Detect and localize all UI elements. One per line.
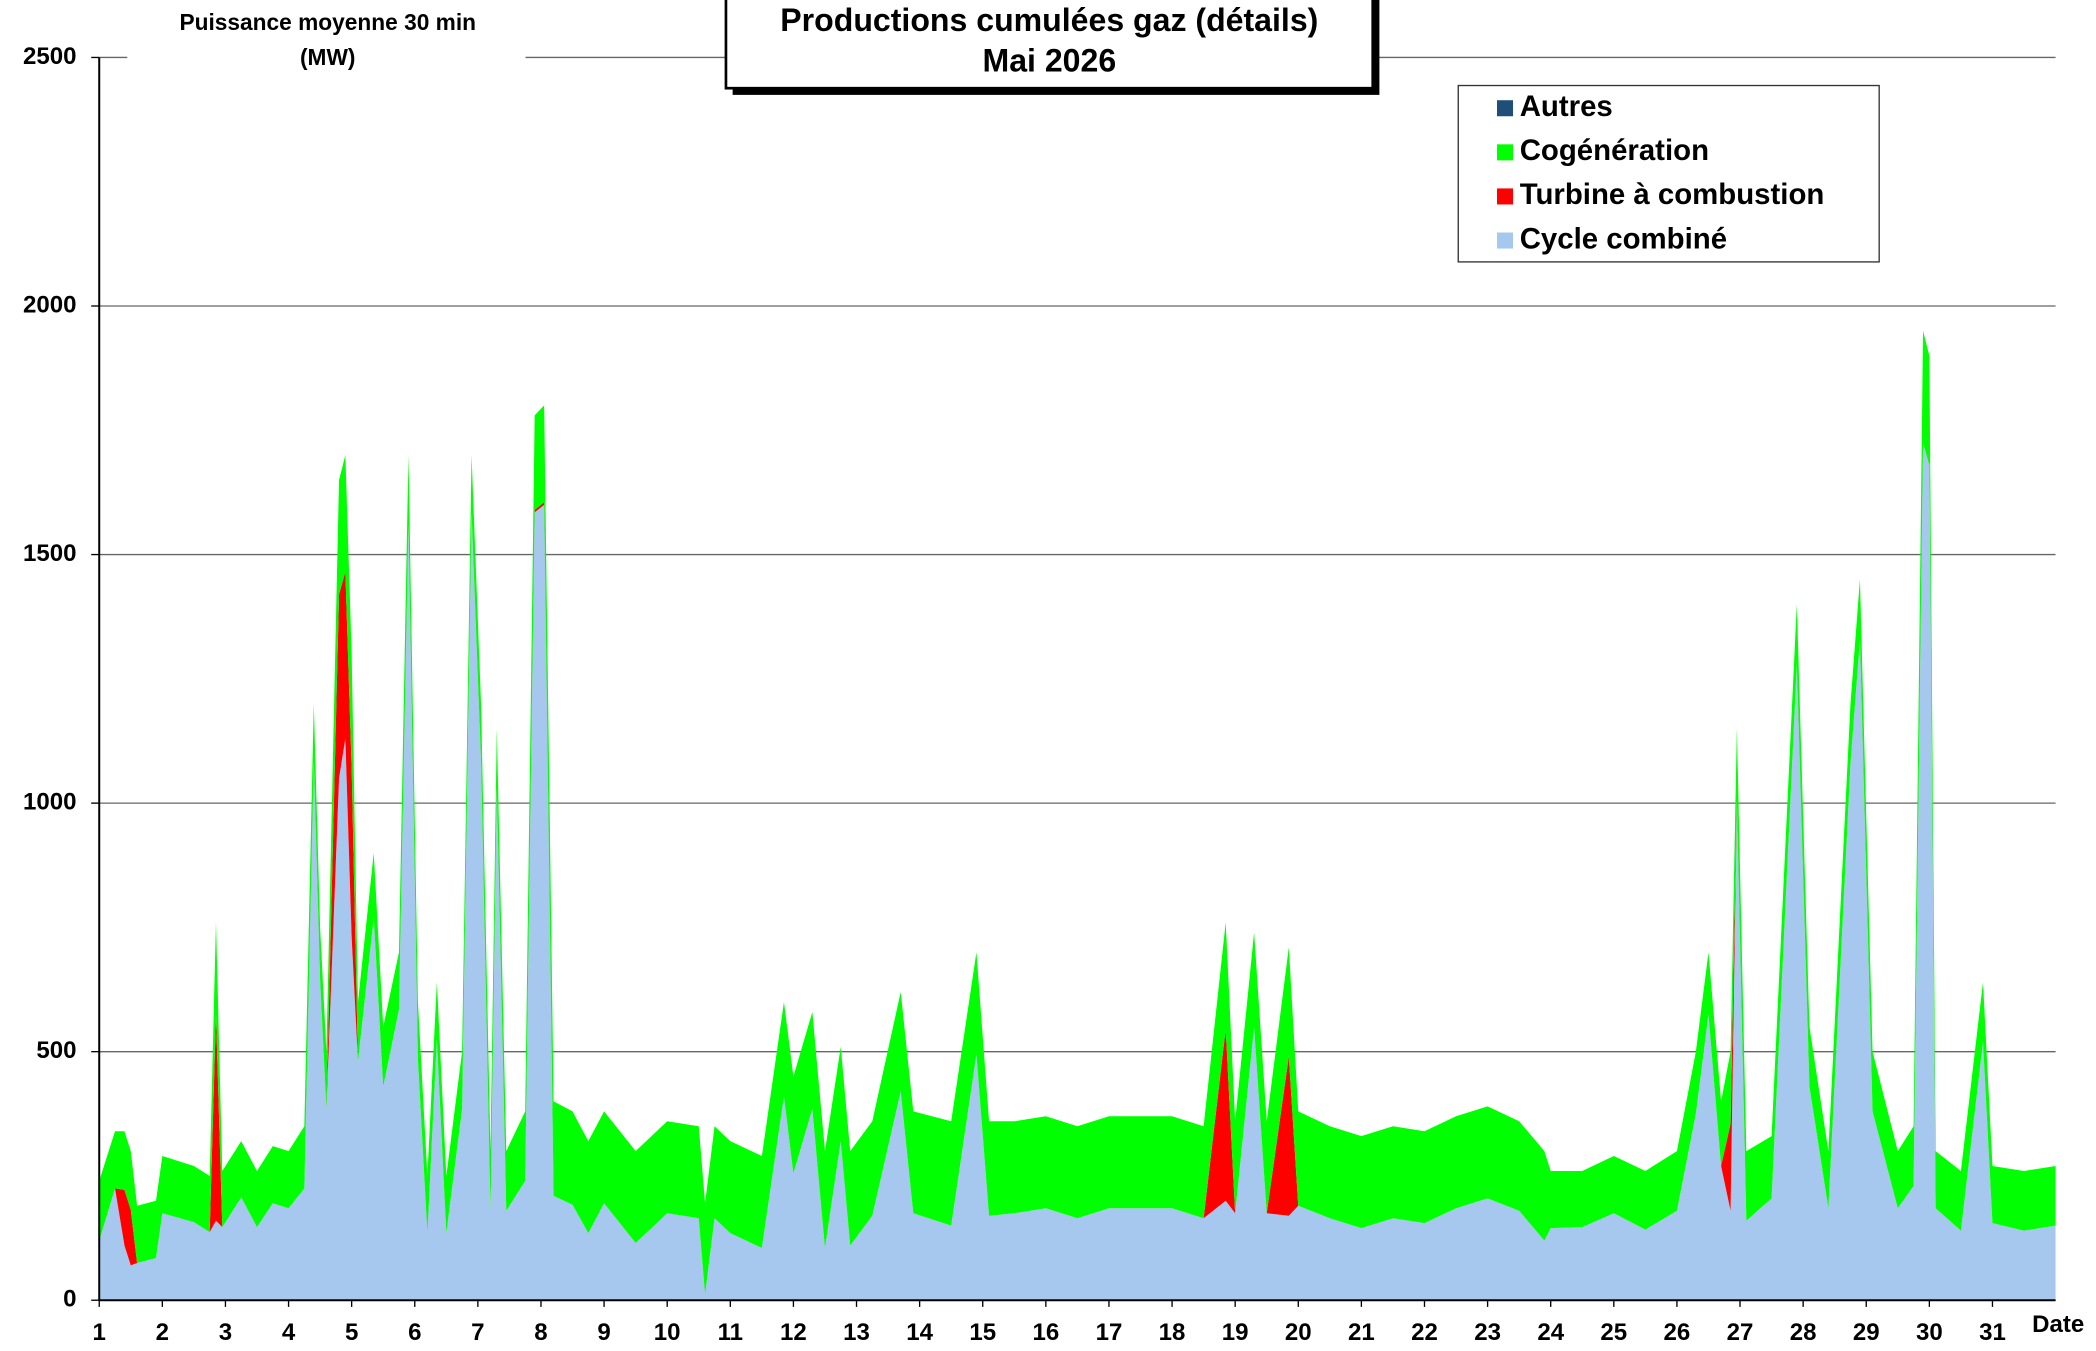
x-axis-label: Date <box>2032 1311 2084 1338</box>
legend-label: Autres <box>1520 90 1613 123</box>
x-tick-label: 11 <box>718 1319 743 1346</box>
chart-title: Productions cumulées gaz (détails) <box>780 2 1318 38</box>
legend-label: Turbine à combustion <box>1520 178 1825 211</box>
x-tick-label: 15 <box>969 1319 996 1346</box>
y-label-bg <box>127 0 526 81</box>
x-tick-label: 10 <box>654 1319 681 1346</box>
legend: Autres Cogénération Turbine à combustion Cy… <box>1496 90 1825 255</box>
x-tick-label: 31 <box>1979 1319 2006 1346</box>
x-tick-label: 2 <box>156 1319 169 1346</box>
x-tick-label: 23 <box>1474 1319 1501 1346</box>
x-tick-label: 1 <box>93 1319 106 1346</box>
x-tick-label: 29 <box>1853 1319 1880 1346</box>
y-tick-label: 1500 <box>23 540 77 567</box>
x-tick-label: 14 <box>906 1319 933 1346</box>
x-tick-label: 8 <box>534 1319 547 1346</box>
legend-swatch <box>1496 144 1514 161</box>
x-tick-label: 5 <box>345 1319 358 1346</box>
x-tick-label: 26 <box>1664 1319 1691 1346</box>
area <box>99 330 2056 1295</box>
x-tick-label: 30 <box>1916 1319 1943 1346</box>
legend-label: Cycle combiné <box>1520 222 1727 255</box>
legend-box <box>1457 84 1880 263</box>
x-tick-label: 7 <box>471 1319 484 1346</box>
x-tick-label: 3 <box>219 1319 232 1346</box>
x-tick-label: 13 <box>843 1319 870 1346</box>
x-tick-label: 27 <box>1727 1319 1754 1346</box>
x-tick-label: 12 <box>780 1319 807 1346</box>
legend-swatch <box>1496 232 1514 249</box>
x-tick-label: 17 <box>1096 1319 1123 1346</box>
x-tick-label: 25 <box>1600 1319 1627 1346</box>
area <box>99 442 2056 1301</box>
y-axis-label: Puissance moyenne 30 min <box>179 9 476 35</box>
x-tick-label: 18 <box>1159 1319 1186 1346</box>
x-tick-label: 6 <box>408 1319 421 1346</box>
x-tick-label: 4 <box>282 1319 296 1346</box>
legend-swatch <box>1496 188 1514 205</box>
y-tick-label: 1000 <box>23 788 77 815</box>
title-box <box>724 0 1375 90</box>
x-tick-label: 22 <box>1411 1319 1438 1346</box>
x-tick-label: 16 <box>1032 1319 1059 1346</box>
y-tick-label: 2500 <box>23 43 77 70</box>
x-tick-label: 20 <box>1285 1319 1312 1346</box>
y-tick-label: 0 <box>63 1286 76 1313</box>
x-tick-label: 9 <box>597 1319 610 1346</box>
x-tick-label: 24 <box>1537 1319 1564 1346</box>
x-tick-label: 28 <box>1790 1319 1817 1346</box>
x-tick-label: 21 <box>1348 1319 1375 1346</box>
y-axis-unit: (MW) <box>300 44 355 70</box>
legend-swatch <box>1496 100 1514 117</box>
x-tick-label: 19 <box>1222 1319 1249 1346</box>
legend-label: Cogénération <box>1520 134 1709 167</box>
y-tick-label: 2000 <box>23 291 77 318</box>
chart-subtitle: Mai 2026 <box>982 42 1116 78</box>
y-tick-label: 500 <box>36 1037 76 1064</box>
